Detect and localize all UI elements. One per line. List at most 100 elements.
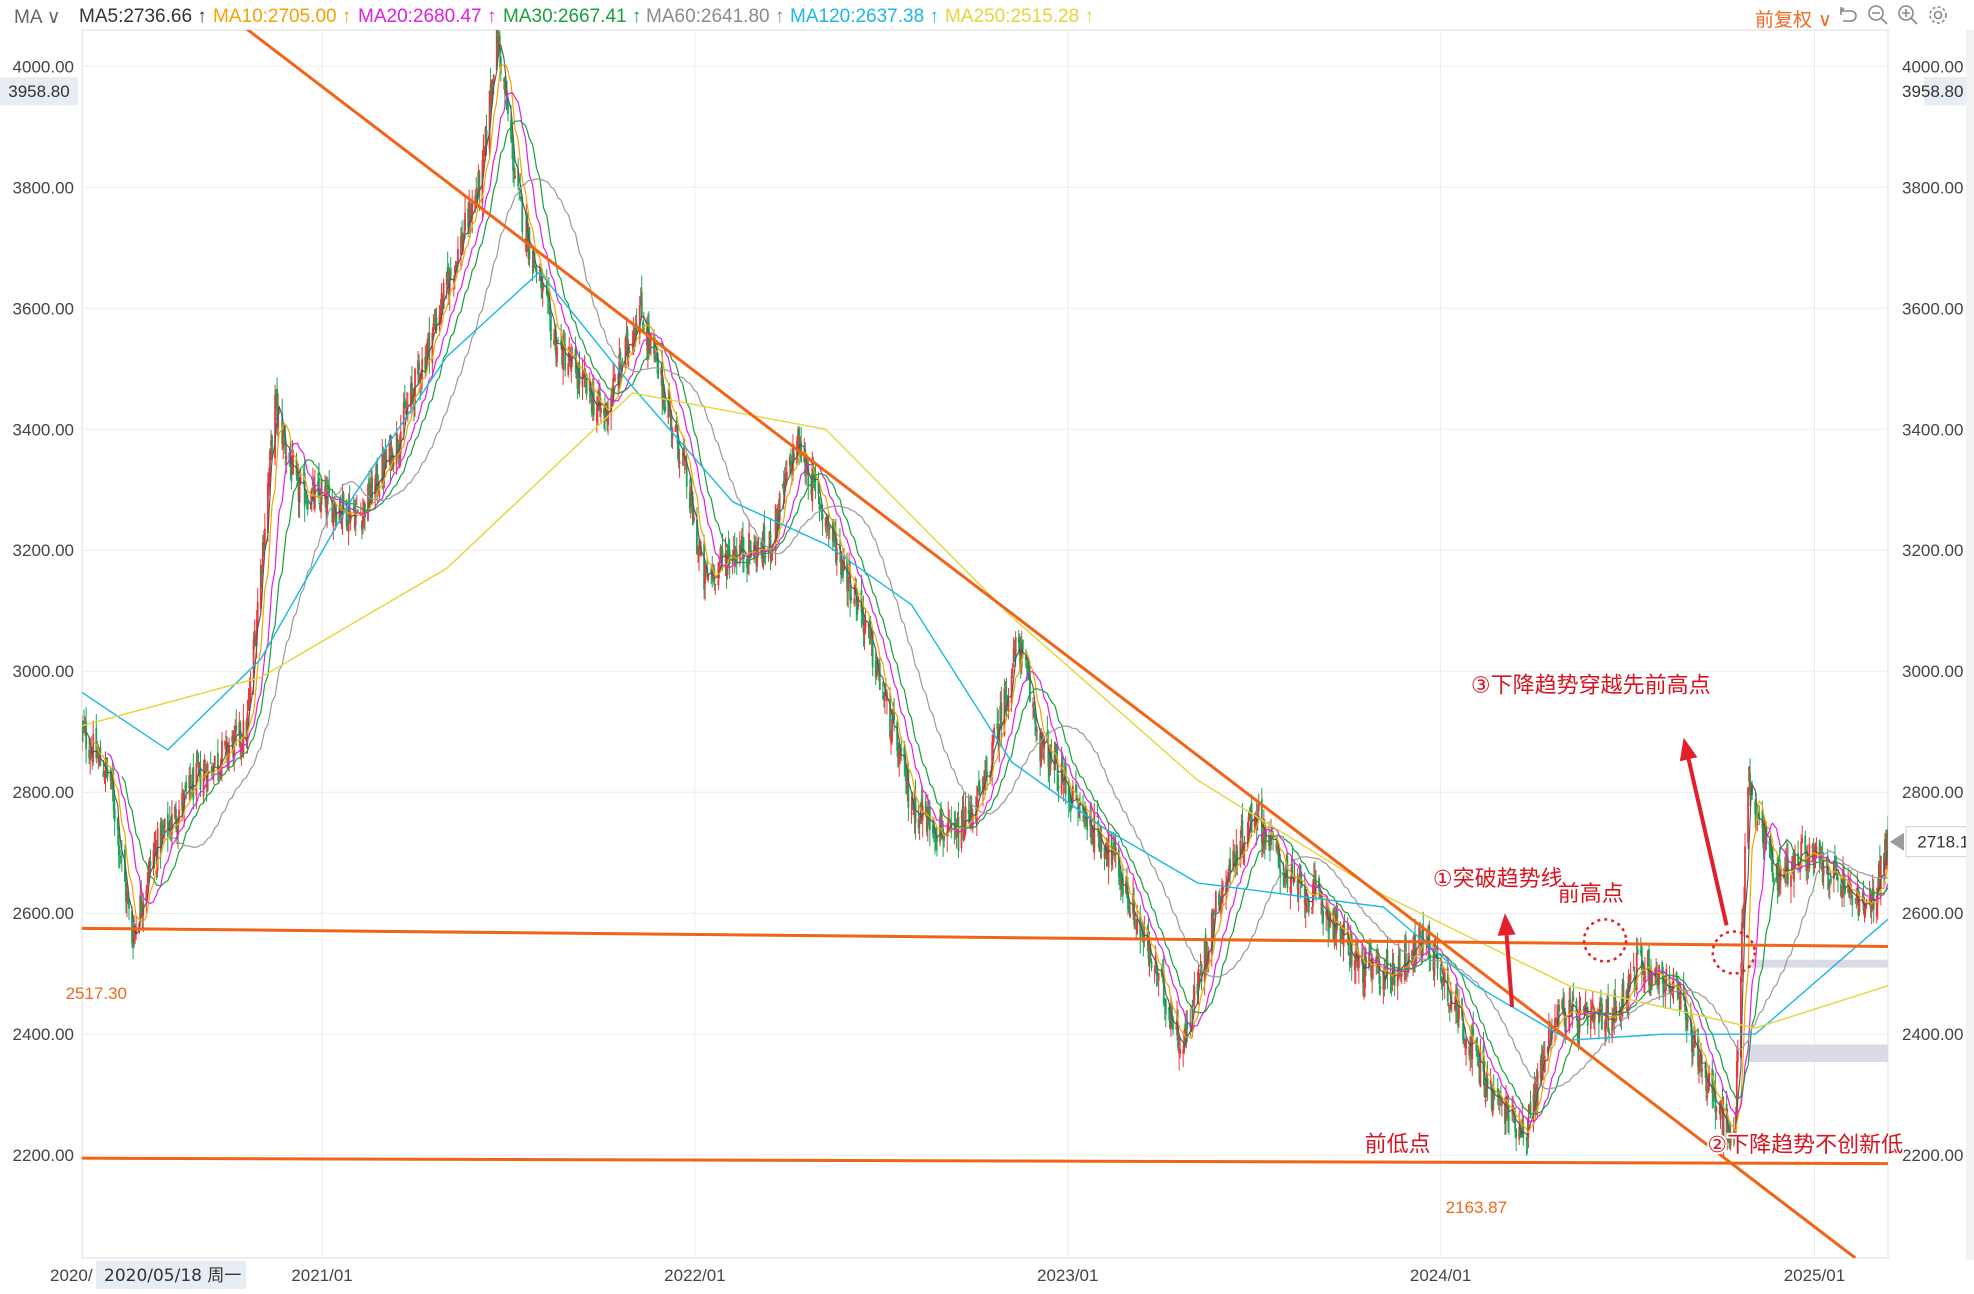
candle-body bbox=[788, 456, 791, 467]
candle-body bbox=[1226, 878, 1228, 886]
candle-body bbox=[1291, 862, 1294, 876]
candle-body bbox=[1128, 905, 1130, 913]
candle-body bbox=[612, 378, 615, 403]
candle-body bbox=[977, 781, 980, 788]
plot-area bbox=[82, 30, 1888, 1258]
candle-body bbox=[1441, 978, 1444, 986]
candle-body bbox=[199, 767, 202, 790]
candle-body bbox=[1582, 1008, 1585, 1011]
candle-body bbox=[720, 551, 723, 554]
candle-body bbox=[1707, 1086, 1710, 1094]
candle-body bbox=[927, 808, 930, 810]
candle-body bbox=[206, 763, 209, 792]
candle-body bbox=[1032, 703, 1034, 707]
candle-body bbox=[1353, 960, 1356, 971]
candle-body bbox=[262, 537, 265, 549]
candle-body bbox=[627, 344, 630, 355]
candle-body bbox=[82, 726, 83, 735]
candle-body bbox=[638, 305, 641, 338]
candle-body bbox=[524, 239, 527, 241]
candle-body bbox=[1013, 650, 1016, 663]
candle-body bbox=[1478, 1061, 1481, 1084]
undo-icon[interactable] bbox=[1836, 3, 1860, 27]
zoom-in-icon[interactable] bbox=[1896, 3, 1920, 27]
candle-body bbox=[298, 486, 301, 503]
candle-body bbox=[419, 376, 422, 384]
candle-body bbox=[940, 809, 942, 839]
x-tick-label: 2024/01 bbox=[1410, 1266, 1471, 1285]
candle-body bbox=[1384, 975, 1387, 979]
candle-body bbox=[1321, 905, 1323, 911]
candle-body bbox=[1247, 817, 1250, 843]
candle-body bbox=[227, 749, 229, 759]
candle-body bbox=[1489, 1079, 1492, 1084]
candle-body bbox=[1469, 1036, 1472, 1057]
settings-icon[interactable] bbox=[1926, 3, 1950, 27]
candle-body bbox=[1497, 1099, 1500, 1102]
candle-body bbox=[775, 508, 778, 532]
candle-body bbox=[1799, 863, 1802, 873]
candle-body bbox=[1136, 918, 1139, 934]
candle-body bbox=[1171, 1005, 1173, 1024]
candle-body bbox=[1548, 1021, 1551, 1024]
candle-body bbox=[639, 297, 642, 306]
candle-body bbox=[936, 835, 938, 842]
adjust-dropdown[interactable]: 前复权 ∨ bbox=[1755, 5, 1832, 32]
candle-body bbox=[688, 492, 691, 508]
candle-body bbox=[1550, 1028, 1552, 1042]
candle-body bbox=[647, 327, 649, 353]
indicator-selector[interactable]: MA ∨ bbox=[14, 7, 61, 28]
candle-body bbox=[1586, 1006, 1589, 1026]
candle-body bbox=[705, 569, 708, 573]
candle-body bbox=[547, 293, 550, 302]
candle-body bbox=[1153, 969, 1156, 972]
ma-legend-item: MA10:2705.00 ↑ bbox=[213, 6, 352, 27]
candle-body bbox=[797, 429, 799, 447]
candle-body bbox=[1820, 862, 1823, 865]
candle-body bbox=[368, 478, 370, 505]
candle-body bbox=[595, 407, 598, 422]
candle-body bbox=[1319, 890, 1321, 899]
candle-body bbox=[799, 437, 802, 456]
candle-body bbox=[163, 818, 166, 829]
candle-body bbox=[1844, 887, 1846, 893]
candle-body bbox=[1515, 1129, 1518, 1139]
candle-body bbox=[282, 429, 285, 449]
candle-body bbox=[1625, 991, 1628, 1003]
candle-body bbox=[832, 531, 835, 535]
candle-body bbox=[600, 407, 602, 413]
candle-body bbox=[1225, 881, 1227, 894]
candle-body bbox=[1558, 1005, 1560, 1012]
candle-body bbox=[748, 533, 750, 562]
candle-body bbox=[1362, 958, 1364, 983]
candle-body bbox=[1843, 875, 1845, 892]
candle-body bbox=[289, 454, 292, 466]
candle-body bbox=[1248, 810, 1251, 817]
candle-body bbox=[611, 394, 614, 401]
candle-body bbox=[857, 596, 860, 607]
candle-body bbox=[861, 610, 864, 615]
candle-body bbox=[947, 818, 950, 832]
candle-body bbox=[753, 542, 756, 560]
candle-body bbox=[275, 392, 277, 395]
candle-body bbox=[1628, 978, 1631, 980]
candle-body bbox=[1114, 847, 1117, 853]
candle-body bbox=[1685, 1016, 1688, 1029]
candle-body bbox=[784, 474, 787, 483]
candle-body bbox=[168, 819, 171, 836]
candle-body bbox=[314, 485, 316, 509]
candle-body bbox=[831, 521, 834, 542]
candle-body bbox=[277, 408, 280, 429]
candle-body bbox=[1122, 877, 1124, 895]
zoom-out-icon[interactable] bbox=[1866, 3, 1890, 27]
candle-body bbox=[348, 500, 351, 523]
candle-body bbox=[1093, 812, 1096, 853]
candle-body bbox=[660, 368, 663, 375]
candle-body bbox=[411, 382, 413, 391]
candle-body bbox=[152, 849, 155, 869]
candle-body bbox=[1650, 966, 1652, 982]
candle-body bbox=[841, 561, 843, 568]
candle-body bbox=[1540, 1052, 1543, 1077]
candle-body bbox=[677, 443, 680, 463]
candle-body bbox=[1296, 880, 1299, 890]
